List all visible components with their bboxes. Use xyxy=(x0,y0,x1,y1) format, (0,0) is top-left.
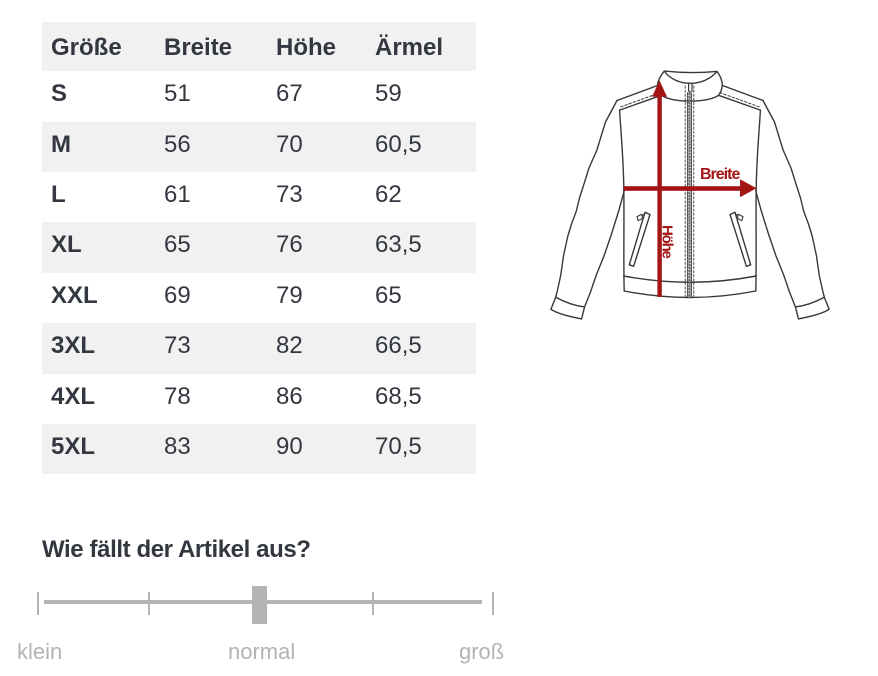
svg-text:Höhe: Höhe xyxy=(659,225,676,259)
svg-text:Breite: Breite xyxy=(700,166,740,183)
